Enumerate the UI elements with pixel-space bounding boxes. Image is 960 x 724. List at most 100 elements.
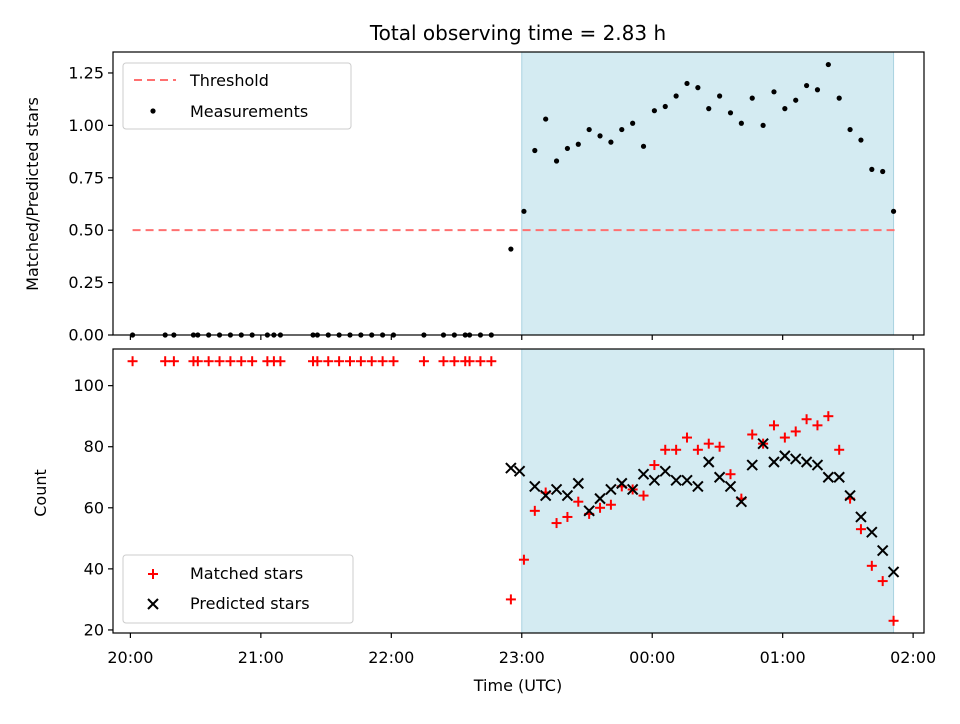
measurement-point [803,82,810,89]
matched-star-point [790,426,801,437]
matched-star-point [355,356,366,367]
predicted-star-point [513,465,526,477]
matched-star-point [888,615,899,626]
x-tick-label: 21:00 [238,648,284,667]
predicted-star-point [746,459,758,471]
y-tick-label: 0.00 [68,326,104,345]
y-tick-label: 1.00 [68,116,104,135]
bottom-panel: 20 40 60 80 100 20:00 21:00 22:00 23:00 00:00 01:… [31,348,936,667]
y-tick-label: 1.25 [68,63,104,82]
matched-star-point [562,511,573,522]
matched-star-point [168,356,179,367]
measurement-point [508,246,514,252]
predicted-star-point [703,456,715,468]
x-tick-label: 00:00 [629,648,675,667]
top-panel-y-axis-label: Matched/Predicted stars [23,97,42,291]
matched-star-point [192,356,203,367]
matched-star-point [449,356,460,367]
y-tick-label: 100 [73,376,104,395]
matched-star-point [747,429,758,440]
matched-star-point [344,356,355,367]
matched-star-point [595,502,606,513]
matched-star-point [682,432,693,443]
matched-star-point [692,444,703,455]
y-tick-label: 80 [84,437,104,456]
predicted-star-point [692,480,704,493]
matched-star-point [812,420,823,431]
measurement-point [717,93,723,99]
bottom-panel-y-axis-label: Count [31,469,50,517]
matched-star-point [834,444,845,455]
measurement-point [619,126,625,133]
matched-star-point [714,441,725,452]
y-tick-label: 60 [84,498,104,517]
predicted-star-point [670,474,682,487]
matched-star-point [203,356,214,367]
predicted-star-point [659,465,671,477]
predicted-star-point [855,511,867,523]
observing-window-band [521,348,895,634]
top-panel: 0.00 0.25 0.50 0.75 1.00 1.25 Matched/Predict… [23,51,925,345]
measurement-point [749,95,755,101]
y-tick-label: 20 [84,620,104,639]
matched-star-point [505,594,516,605]
measurement-point [597,133,603,139]
measurement-point [630,120,636,126]
measurement-point [543,116,549,122]
matched-star-point [247,356,258,367]
measurement-point [521,208,527,214]
matched-star-point [671,444,682,455]
predicted-star-point [681,474,693,487]
measurement-point [858,137,864,143]
measurement-point [532,147,538,154]
predicted-star-point [550,483,563,496]
predicted-star-point [605,483,617,496]
matched-star-point [768,420,779,431]
predicted-star-point [779,450,791,462]
chart-title: Total observing time = 2.83 h [369,21,666,45]
predicted-star-point [529,480,541,493]
legend-measurements-label: Measurements [190,102,308,121]
predicted-star-point [735,495,748,508]
y-tick-label: 0.50 [68,221,104,240]
top-panel-frame [112,51,925,336]
matched-star-point [323,356,334,367]
measurement-point [706,106,712,112]
matched-star-point [551,518,562,529]
measurement-point [575,141,581,147]
measurement-point [684,80,690,87]
predicted-star-point [887,566,900,578]
matched-star-point [779,432,790,443]
matched-star-point [312,356,323,367]
measurement-point [760,122,766,128]
legend-predicted-label: Predicted stars [190,594,310,613]
measurement-point [880,168,886,175]
predicted-star-point [811,459,824,471]
matched-star-point [127,356,138,367]
predicted-star-point [616,477,628,490]
predicted-star-point [648,474,661,487]
x-tick-label: 22:00 [368,648,414,667]
measurement-point [738,120,744,126]
x-tick-label: 02:00 [890,648,936,667]
y-tick-label: 0.25 [68,273,104,292]
measurement-point [890,208,897,214]
predicted-star-point [724,480,737,493]
matched-star-point [388,356,399,367]
matched-star-point [418,356,429,367]
measurement-point [782,106,788,112]
x-tick-label: 01:00 [760,648,806,667]
predicted-star-point [866,526,878,538]
predicted-star-point [539,489,552,502]
matched-star-point [214,356,225,367]
measurement-point [869,166,875,172]
bottom-legend-box [122,554,354,624]
predicted-star-point [594,492,606,505]
matched-star-point [703,438,714,449]
measurement-point [825,61,831,68]
matched-star-point [801,414,812,425]
legend-predicted-swatch [147,598,159,610]
matched-star-point [475,356,486,367]
matched-star-point [877,576,888,587]
